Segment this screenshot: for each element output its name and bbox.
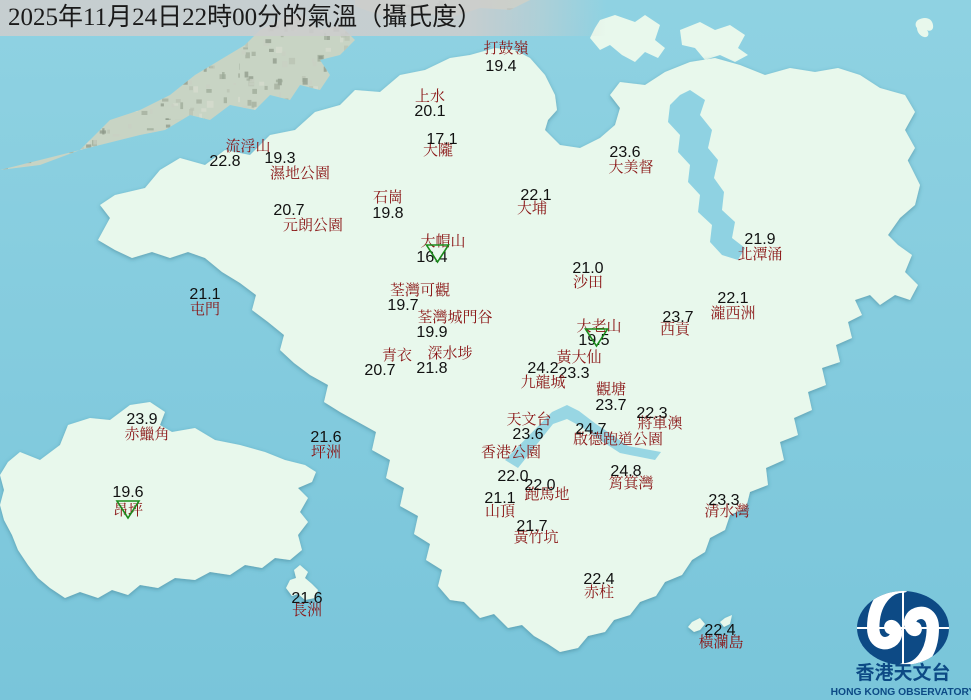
svg-text:23.6: 23.6 bbox=[609, 144, 640, 161]
svg-text:19.4: 19.4 bbox=[485, 58, 516, 75]
svg-text:23.3: 23.3 bbox=[708, 492, 739, 509]
svg-text:22.4: 22.4 bbox=[704, 622, 735, 639]
svg-text:坪洲: 坪洲 bbox=[311, 444, 341, 461]
svg-text:香港天文台: 香港天文台 bbox=[855, 661, 950, 684]
svg-text:19.9: 19.9 bbox=[416, 324, 447, 341]
svg-text:大美督: 大美督 bbox=[608, 159, 653, 176]
svg-text:21.1: 21.1 bbox=[484, 490, 515, 507]
svg-text:16.4: 16.4 bbox=[416, 249, 447, 266]
svg-text:21.9: 21.9 bbox=[744, 231, 775, 248]
svg-text:22.3: 22.3 bbox=[636, 405, 667, 422]
svg-text:24.2: 24.2 bbox=[527, 360, 558, 377]
svg-text:23.9: 23.9 bbox=[126, 411, 157, 428]
svg-text:22.8: 22.8 bbox=[209, 153, 240, 170]
svg-text:赤鱲角: 赤鱲角 bbox=[124, 426, 169, 443]
svg-text:石崗: 石崗 bbox=[373, 189, 403, 206]
svg-text:23.7: 23.7 bbox=[595, 397, 626, 414]
svg-text:屯門: 屯門 bbox=[190, 301, 220, 318]
svg-text:20.7: 20.7 bbox=[273, 202, 304, 219]
svg-text:20.7: 20.7 bbox=[364, 362, 395, 379]
svg-text:打鼓嶺: 打鼓嶺 bbox=[483, 39, 529, 57]
svg-text:19.7: 19.7 bbox=[387, 297, 418, 314]
svg-text:22.1: 22.1 bbox=[717, 290, 748, 307]
svg-text:19.8: 19.8 bbox=[372, 205, 403, 222]
svg-text:23.6: 23.6 bbox=[512, 426, 543, 443]
svg-text:21.8: 21.8 bbox=[416, 360, 447, 377]
svg-text:香港公園: 香港公園 bbox=[481, 444, 541, 461]
svg-text:21.1: 21.1 bbox=[189, 286, 220, 303]
svg-text:21.0: 21.0 bbox=[572, 260, 603, 277]
svg-text:22.1: 22.1 bbox=[520, 187, 551, 204]
svg-text:19.3: 19.3 bbox=[264, 150, 295, 167]
svg-text:24.7: 24.7 bbox=[575, 421, 606, 438]
svg-text:黃大仙: 黃大仙 bbox=[556, 348, 601, 366]
svg-text:19.6: 19.6 bbox=[112, 484, 143, 501]
svg-text:21.7: 21.7 bbox=[516, 518, 547, 535]
svg-text:23.7: 23.7 bbox=[662, 309, 693, 326]
svg-text:北潭涌: 北潭涌 bbox=[737, 246, 782, 263]
svg-text:HONG KONG OBSERVATORY: HONG KONG OBSERVATORY bbox=[831, 687, 971, 698]
svg-text:元朗公園: 元朗公園 bbox=[283, 217, 343, 234]
svg-text:昂坪: 昂坪 bbox=[113, 502, 143, 519]
svg-text:22.0: 22.0 bbox=[524, 477, 555, 494]
svg-text:22.4: 22.4 bbox=[583, 571, 614, 588]
svg-text:17.1: 17.1 bbox=[426, 131, 457, 148]
svg-text:19.5: 19.5 bbox=[578, 332, 609, 349]
svg-text:24.8: 24.8 bbox=[610, 463, 641, 480]
svg-text:20.1: 20.1 bbox=[414, 103, 445, 120]
svg-text:觀塘: 觀塘 bbox=[596, 380, 626, 398]
svg-text:21.6: 21.6 bbox=[310, 429, 341, 446]
svg-text:21.6: 21.6 bbox=[291, 590, 322, 607]
